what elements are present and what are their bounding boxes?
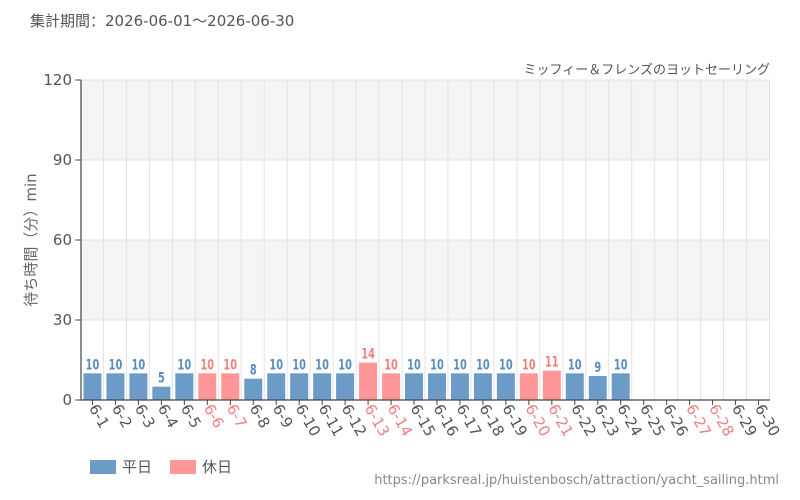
x-tick-label-6-5: 6-5 (177, 401, 205, 431)
bar-6-9 (267, 373, 286, 400)
bar-6-3 (129, 373, 148, 400)
value-label-6-17: 10 (453, 356, 467, 373)
source-url: https://parksreal.jp/huistenbosch/attrac… (374, 473, 779, 488)
value-label-6-15: 10 (407, 356, 421, 373)
bar-6-7 (221, 373, 240, 400)
legend-label-holiday: 休日 (202, 458, 233, 476)
bar-6-8 (244, 378, 263, 400)
value-label-6-11: 10 (315, 356, 329, 373)
bar-6-13 (359, 362, 378, 400)
bars (83, 362, 630, 400)
legend-label-weekday: 平日 (122, 458, 153, 476)
y-axis-label: 待ち時間（分）min (22, 173, 40, 306)
bar-6-5 (175, 373, 194, 400)
bar-6-14 (382, 373, 401, 400)
value-label-6-1: 10 (86, 356, 100, 373)
y-tick-label: 120 (43, 71, 72, 89)
legend-swatch-weekday (90, 459, 116, 474)
bar-6-18 (473, 373, 492, 400)
legend-item-holiday: 休日 (170, 456, 232, 477)
value-label-6-21: 11 (545, 353, 559, 370)
bar-6-16 (427, 373, 446, 400)
value-label-6-19: 10 (499, 356, 513, 373)
x-tick-label-6-6: 6-6 (200, 401, 228, 431)
value-label-6-12: 10 (338, 356, 352, 373)
x-tick-label-6-9: 6-9 (269, 401, 297, 431)
bar-6-20 (519, 373, 538, 400)
value-label-6-20: 10 (522, 356, 536, 373)
bar-6-19 (496, 373, 515, 400)
bar-6-12 (336, 373, 355, 400)
value-label-6-7: 10 (223, 356, 237, 373)
period-text: 集計期間：2026-06-01～2026-06-30 (30, 12, 295, 30)
value-label-6-9: 10 (269, 356, 283, 373)
value-label-6-24: 10 (614, 356, 628, 373)
y-tick-label: 60 (53, 231, 72, 249)
bar-6-21 (542, 370, 561, 400)
value-label-6-16: 10 (430, 356, 444, 373)
value-label-6-18: 10 (476, 356, 490, 373)
value-label-6-23: 9 (594, 359, 601, 376)
value-labels: 10 10 10 5 10 10 10 8 10 10 10 10 14 10 10 10 10 10 10 10 11… (86, 345, 628, 386)
axes (75, 79, 770, 405)
bar-6-24 (611, 373, 630, 400)
wait-time-chart: 10 10 10 5 10 10 10 8 10 10 10 10 14 10 10 10 10 10 10 10 11… (22, 62, 784, 439)
x-tick-label-6-4: 6-4 (154, 401, 182, 431)
x-tick-label-6-1: 6-1 (85, 401, 113, 431)
x-tick-label-6-2: 6-2 (108, 401, 136, 431)
bar-6-6 (198, 373, 217, 400)
bar-6-17 (450, 373, 469, 400)
value-label-6-4: 5 (158, 369, 165, 386)
bar-6-10 (290, 373, 309, 400)
y-tick-labels: 0 30 60 90 120 (43, 71, 72, 409)
y-tick-label: 90 (53, 151, 72, 169)
bar-6-2 (106, 373, 125, 400)
legend: 平日 休日 (90, 456, 232, 477)
y-tick-label: 0 (62, 391, 72, 409)
legend-item-weekday: 平日 (90, 456, 152, 477)
value-label-6-2: 10 (109, 356, 123, 373)
x-tick-label-6-8: 6-8 (246, 401, 274, 431)
value-label-6-10: 10 (292, 356, 306, 373)
value-label-6-5: 10 (178, 356, 192, 373)
x-tick-label-6-3: 6-3 (131, 401, 159, 431)
x-tick-label-6-7: 6-7 (223, 401, 251, 431)
chart-title: ミッフィー＆フレンズのヨットセーリング (524, 62, 770, 78)
bar-6-4 (152, 386, 171, 400)
value-label-6-14: 10 (384, 356, 398, 373)
value-label-6-8: 8 (250, 361, 257, 378)
bar-6-15 (405, 373, 424, 400)
value-label-6-3: 10 (132, 356, 146, 373)
y-tick-label: 30 (53, 311, 72, 329)
legend-swatch-holiday (170, 459, 197, 474)
bar-6-11 (313, 373, 332, 400)
value-label-6-6: 10 (200, 356, 214, 373)
value-label-6-22: 10 (568, 356, 582, 373)
bar-6-23 (588, 376, 607, 400)
value-label-6-13: 14 (361, 345, 375, 362)
x-tick-label-6-30: 6-30 (751, 401, 784, 439)
bar-6-22 (565, 373, 584, 400)
x-tick-labels: 6-16-26-36-46-56-66-76-86-96-106-116-126… (85, 401, 784, 439)
bar-6-1 (83, 373, 102, 400)
